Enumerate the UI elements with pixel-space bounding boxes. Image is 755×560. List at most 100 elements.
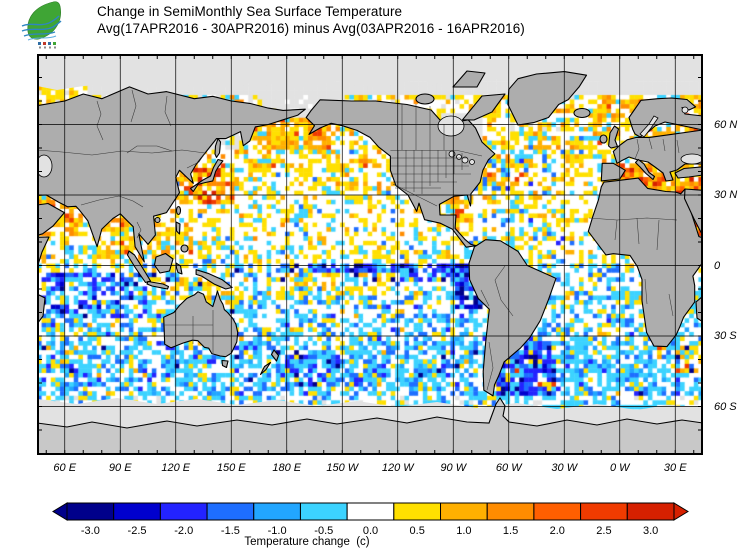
- colorbar-tick-label: 2.5: [596, 525, 611, 537]
- caspian-sea: [37, 154, 53, 178]
- japan: [189, 158, 224, 193]
- south-america: [468, 239, 557, 397]
- hudson-bay: [437, 115, 465, 137]
- iberia: [600, 162, 626, 182]
- antarctica: [37, 396, 703, 455]
- lat-tick-label: 0: [714, 259, 721, 272]
- lon-tick-label: 150 E: [216, 462, 246, 474]
- colorbar-tick-label: -3.0: [81, 525, 100, 537]
- colorbar-segment: [533, 502, 582, 521]
- taiwan: [175, 205, 182, 216]
- anatolia: [674, 166, 703, 179]
- tasmania: [221, 359, 229, 369]
- colorbar-tick-label: 1.0: [456, 525, 471, 537]
- landmasses: [37, 70, 703, 397]
- page-subtitle: Avg(17APR2016 - 30APR2016) minus Avg(03A…: [97, 21, 525, 36]
- lon-tick-label: 150 W: [326, 462, 359, 474]
- greenland: [507, 71, 588, 126]
- colorbar-segment: [253, 502, 301, 521]
- britain: [608, 125, 620, 149]
- lon-tick-label: 90 W: [440, 462, 467, 474]
- colorbar-tick-label: -0.5: [314, 525, 333, 537]
- arabia-right-strip: [683, 188, 703, 235]
- arctic-ice-shading: [37, 54, 703, 90]
- australia: [163, 290, 239, 358]
- colorbar-segment: [346, 502, 395, 521]
- colorbar-segment: [299, 502, 348, 521]
- colorbar-segment: [580, 502, 628, 521]
- logo-text-glyphs: [38, 42, 56, 49]
- sumatra: [126, 250, 152, 284]
- colorbar-caption: Temperature change (c): [244, 536, 370, 548]
- ireland: [599, 134, 608, 144]
- lon-tick-label: 120 E: [161, 462, 191, 474]
- graticule-grid: [37, 54, 703, 455]
- baltic-sea: [639, 115, 659, 138]
- colorbar-segment: [626, 502, 675, 521]
- mindanao: [180, 244, 189, 253]
- north-america: [305, 99, 496, 248]
- colorbar-tick-label: 0.0: [363, 525, 378, 537]
- africa: [587, 177, 703, 348]
- lon-tick-label: 30 E: [663, 462, 687, 474]
- java: [146, 280, 170, 290]
- iceland: [573, 107, 591, 119]
- sulawesi: [175, 262, 183, 275]
- colorbar-segment: [159, 502, 208, 521]
- hainan: [154, 216, 161, 224]
- colorbar-tick-label: 0.5: [410, 525, 425, 537]
- luzon: [175, 221, 181, 235]
- agency-leaf-logo: [21, 1, 62, 49]
- lon-tick-label: 90 E: [108, 462, 132, 474]
- page-title: Change in SemiMonthly Sea Surface Temper…: [97, 4, 403, 19]
- new-zealand-north: [270, 349, 280, 362]
- colorbar-left-arrow: [52, 502, 68, 521]
- colorbar-tick-label: -1.5: [221, 525, 240, 537]
- lon-tick-label: 180 E: [272, 462, 302, 474]
- colorbar-segment: [113, 502, 161, 521]
- colorbar-tick-label: -2.0: [174, 525, 193, 537]
- lat-tick-label: 30 N: [714, 188, 738, 201]
- borneo: [153, 252, 174, 274]
- lat-tick-label: 60 S: [714, 400, 737, 413]
- victoria-island: [415, 93, 435, 105]
- arabia: [37, 202, 65, 237]
- lat-tick-label: 30 S: [714, 329, 737, 342]
- colorbar-segment: [66, 502, 115, 521]
- italy: [634, 158, 656, 181]
- map-overlay: [37, 54, 703, 455]
- lon-tick-label: 60 E: [53, 462, 77, 474]
- lon-tick-label: 30 W: [551, 462, 578, 474]
- lat-tick-label: 60 N: [714, 118, 738, 131]
- colorbar: -3.0 -2.5 -2.0 -1.5 -1.0 -0.5 0.0 0.5 1.0 1.5 2.0 2…: [52, 502, 689, 537]
- political-borders: [37, 89, 680, 391]
- new-zealand-south: [259, 361, 272, 376]
- lon-tick-label: 120 W: [381, 462, 414, 474]
- colorbar-segment: [440, 502, 488, 521]
- sakhalin: [214, 138, 222, 158]
- lon-tick-label: 0 W: [609, 462, 630, 474]
- new-guinea: [195, 269, 233, 290]
- colorbar-segment: [206, 502, 255, 521]
- colorbar-right-arrow: [673, 502, 689, 521]
- white-sea: [681, 106, 689, 114]
- baffin-island: [461, 93, 506, 121]
- colorbar-segment: [486, 502, 535, 521]
- colorbar-tick-label: -2.5: [128, 525, 147, 537]
- lon-tick-label: 60 W: [495, 462, 522, 474]
- colorbar-tick-label: -1.0: [268, 525, 287, 537]
- great-lake-2: [456, 154, 462, 160]
- world-sst-map: [37, 54, 703, 455]
- leaf-icon: [21, 1, 62, 41]
- colorbar-tick-label: 3.0: [643, 525, 658, 537]
- colorbar-segment: [393, 502, 442, 521]
- black-sea: [680, 153, 703, 165]
- horn-of-africa: [37, 236, 50, 269]
- great-lake-4: [469, 159, 475, 165]
- ellesmere-island: [452, 70, 486, 88]
- colorbar-tick-label: 2.0: [550, 525, 565, 537]
- map-frame: [37, 54, 703, 455]
- eurasia: [37, 86, 306, 263]
- colorbar-tick-label: 1.5: [503, 525, 518, 537]
